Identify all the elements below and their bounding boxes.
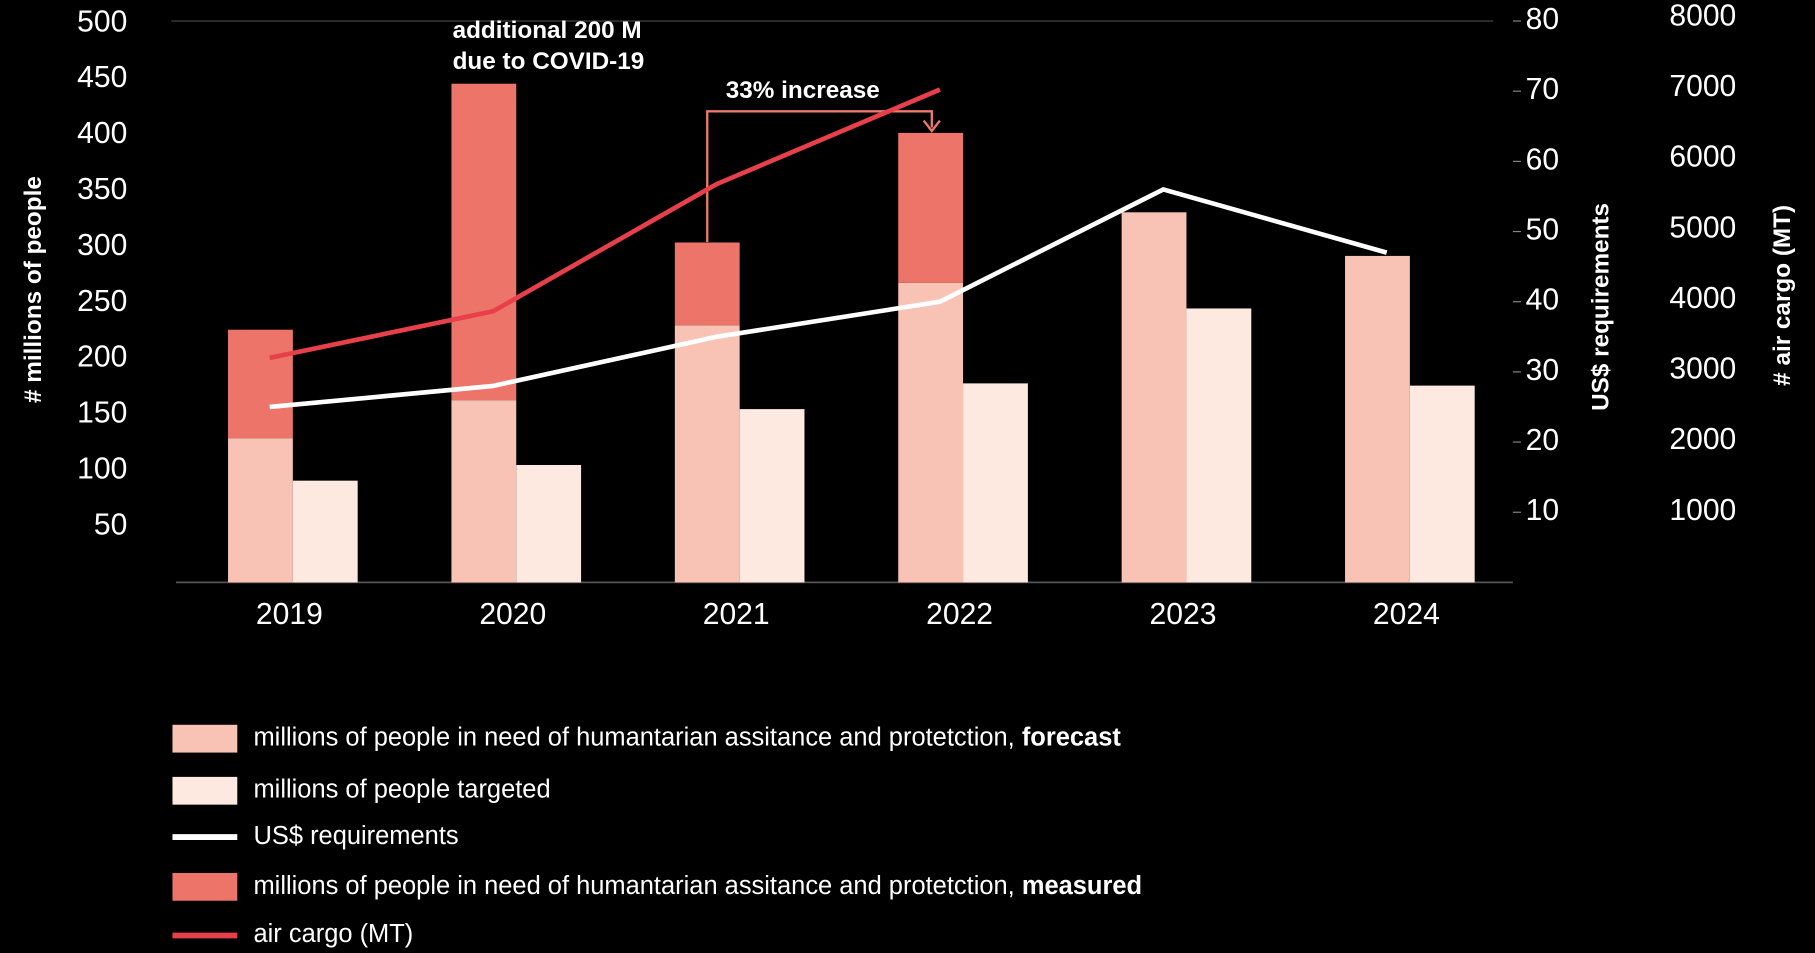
- y3-tick-label: 7000: [1669, 70, 1736, 103]
- y2-tick-label: 50: [1526, 213, 1559, 246]
- y3-tick-label: 3000: [1669, 353, 1736, 386]
- y-tick-label: 250: [77, 285, 127, 318]
- y2-tick-label: 10: [1526, 494, 1559, 527]
- bar: [674, 242, 740, 326]
- y3-tick-label: 6000: [1669, 141, 1736, 174]
- y3-tick-label: 2000: [1669, 423, 1736, 456]
- x-tick-label: 2022: [926, 598, 993, 631]
- y-tick-label: 150: [77, 397, 127, 430]
- bar: [451, 400, 517, 583]
- x-tick-label: 2023: [1150, 598, 1217, 631]
- x-tick-label: 2021: [703, 598, 770, 631]
- bar: [228, 329, 293, 439]
- legend-swatch: [172, 724, 238, 753]
- y-tick-label: 450: [77, 61, 127, 94]
- bar: [1409, 385, 1475, 583]
- y2-tick-label: 30: [1526, 354, 1559, 387]
- legend-label: air cargo (MT): [253, 920, 413, 948]
- y-tick-label: 350: [77, 173, 127, 206]
- x-tick-label: 2019: [256, 598, 323, 631]
- y-tick-label: 400: [77, 117, 127, 150]
- y-tick-label: 100: [77, 453, 127, 486]
- bar: [516, 465, 582, 583]
- y2-tick-label: 80: [1526, 3, 1559, 36]
- line: [269, 87, 941, 361]
- annotation: due to COVID-19: [453, 48, 645, 75]
- y2-tick-label: 40: [1526, 284, 1559, 317]
- bar: [674, 325, 740, 583]
- legend-label: millions of people targeted: [253, 775, 550, 803]
- y-tick-label: 50: [94, 508, 127, 541]
- y-tick-label: 300: [77, 229, 127, 262]
- x-tick-label: 2024: [1373, 598, 1440, 631]
- y-axis-title: # millions of people: [20, 176, 47, 403]
- increase-arrow: [922, 119, 941, 133]
- y2-tick-label: 70: [1526, 73, 1559, 106]
- legend-swatch: [172, 776, 238, 805]
- y3-tick-label: 8000: [1669, 0, 1736, 32]
- bar: [739, 409, 805, 583]
- annotation: 33% increase: [726, 77, 880, 104]
- y-tick-label: 500: [77, 5, 127, 38]
- bar: [963, 383, 1028, 583]
- line: [269, 186, 1388, 410]
- bar: [898, 132, 964, 283]
- bar: [228, 438, 293, 583]
- y3-axis-title: # air cargo (MT): [1769, 205, 1796, 386]
- bar: [898, 282, 964, 583]
- y3-tick-label: 4000: [1669, 282, 1736, 315]
- y2-axis-title: US$ requirements: [1587, 203, 1614, 411]
- bar: [1121, 212, 1187, 583]
- y-tick-label: 200: [77, 341, 127, 374]
- bar: [292, 480, 358, 583]
- y3-tick-label: 5000: [1669, 211, 1736, 244]
- y2-tick-label: 20: [1526, 424, 1559, 457]
- annotation: additional 200 M: [453, 17, 642, 44]
- bar: [451, 83, 517, 401]
- legend-label: US$ requirements: [253, 822, 458, 850]
- legend-label: millions of people in need of humantaria…: [253, 872, 1142, 900]
- bar: [1186, 308, 1252, 583]
- x-tick-label: 2020: [479, 598, 546, 631]
- bar: [1345, 255, 1410, 583]
- legend-label: millions of people in need of humantaria…: [253, 723, 1121, 751]
- y3-tick-label: 1000: [1669, 494, 1736, 527]
- y2-tick-label: 60: [1526, 143, 1559, 176]
- legend-swatch: [172, 872, 238, 901]
- increase-bracket: [706, 110, 933, 243]
